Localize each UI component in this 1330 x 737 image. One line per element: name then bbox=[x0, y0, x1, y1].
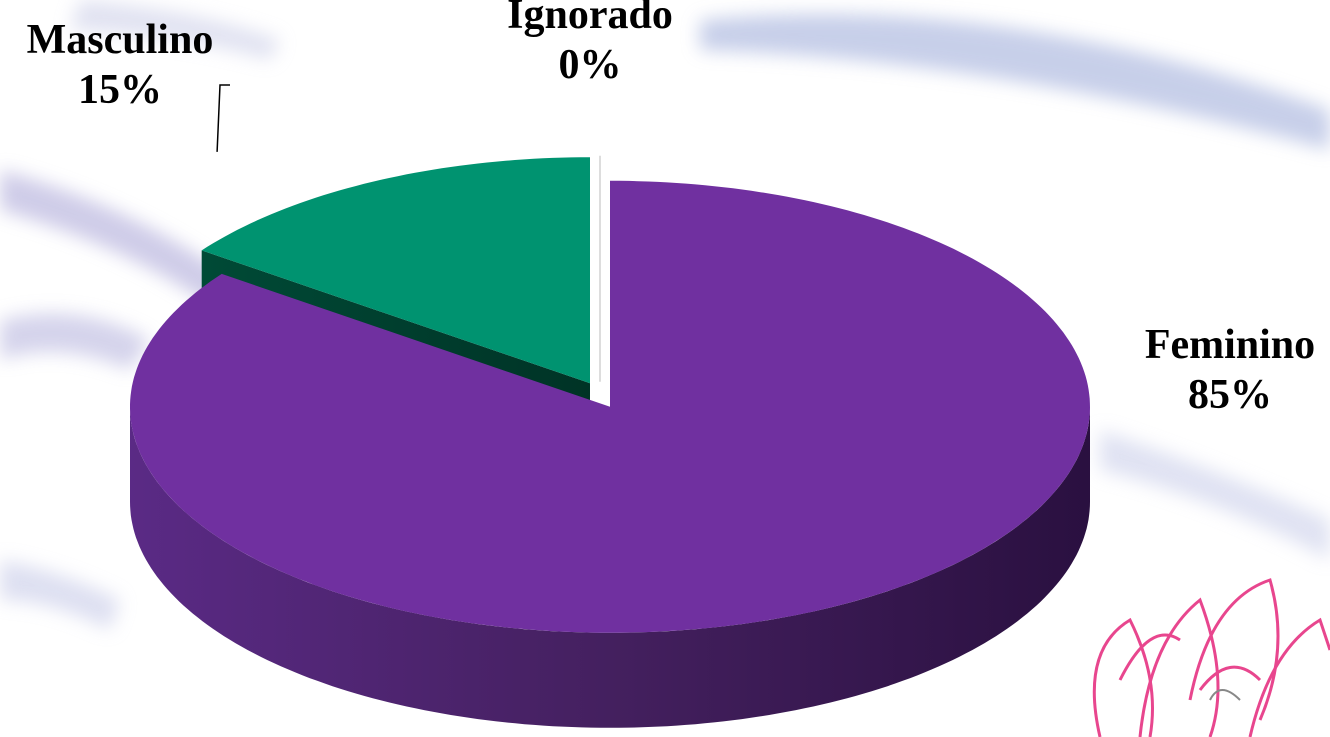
value-label: 0% bbox=[559, 42, 622, 88]
category-label: Ignorado bbox=[507, 0, 673, 38]
lotus-decoration bbox=[1092, 578, 1330, 737]
value-label: 85% bbox=[1188, 372, 1272, 418]
category-label: Feminino bbox=[1145, 322, 1315, 368]
slice bbox=[130, 180, 1090, 633]
slice-side bbox=[130, 406, 1090, 728]
leader-line bbox=[216, 84, 230, 152]
value-label: 15% bbox=[78, 67, 162, 113]
pie bbox=[130, 155, 1090, 728]
background bbox=[0, 0, 1330, 630]
slice bbox=[201, 157, 590, 384]
category-label: Masculino bbox=[27, 17, 214, 63]
